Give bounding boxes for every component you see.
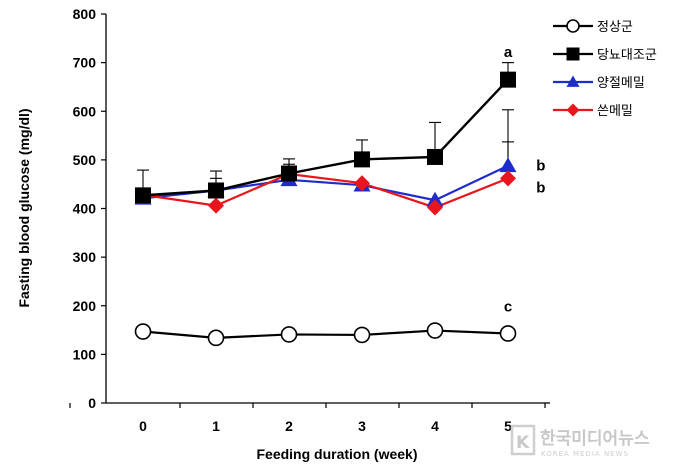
y-tick-label: 700 [73, 55, 97, 71]
y-tick-label: 300 [73, 249, 97, 265]
x-tick-label: 0 [139, 418, 147, 434]
x-tick-label: 1 [212, 418, 220, 434]
series-lines [142, 78, 509, 339]
watermark-logo-letter: K [516, 433, 530, 453]
data-point-marker [354, 175, 370, 192]
watermark-subtext: KOREA MEDIA NEWS [541, 450, 629, 458]
error-bars [137, 62, 514, 196]
data-point-marker [427, 148, 443, 165]
data-point-marker [427, 199, 443, 216]
data-point-marker [499, 157, 517, 173]
y-tick-label: 100 [73, 346, 97, 362]
legend-marker [566, 75, 580, 87]
data-point-marker [208, 197, 224, 214]
significance-letter: b [536, 158, 545, 175]
legend-label: 쓴메밀 [597, 104, 633, 119]
series-line [142, 164, 509, 202]
data-point-marker [280, 326, 298, 343]
x-tick-label: 2 [285, 418, 293, 434]
y-tick-label: 400 [73, 201, 97, 217]
data-point-marker [207, 329, 225, 347]
data-point-marker [500, 170, 516, 187]
data-point-marker [426, 191, 444, 207]
axes: 0 100 200 300 400 500 600 700 800 0 1 2 3 4 5 Feeding d… [16, 6, 550, 462]
series-line [142, 78, 509, 197]
x-tick-label: 5 [504, 418, 512, 434]
legend-label: 당뇨대조군 [597, 48, 657, 63]
y-tick-label: 500 [73, 152, 97, 168]
legend-marker [566, 103, 580, 117]
data-point-marker [208, 182, 224, 199]
data-point-marker [135, 187, 151, 204]
series-line [142, 172, 509, 209]
y-tick-label: 800 [73, 6, 97, 22]
data-point-marker [354, 151, 370, 168]
data-point-marker [281, 165, 297, 182]
x-tick-label: 4 [431, 418, 439, 434]
y-tick-label: 0 [88, 395, 96, 411]
significance-letter: a [504, 44, 513, 61]
y-tick-label: 200 [73, 298, 97, 314]
legend-label: 정상군 [597, 20, 633, 35]
data-point-marker [134, 323, 152, 340]
x-tick-label: 3 [358, 418, 366, 434]
legend-marker [566, 19, 580, 33]
watermark-logo [510, 424, 536, 456]
y-axis-title: Fasting blood glucose (mg/dl) [16, 108, 32, 307]
series-line [142, 329, 509, 339]
significance-letter: b [536, 180, 545, 197]
significance-letter: c [504, 299, 512, 316]
series-markers [134, 71, 517, 347]
legend-marker [566, 47, 580, 61]
data-point-marker [499, 325, 517, 342]
significance-annotations: a bb c [504, 44, 546, 316]
x-axis-title: Feeding duration (week) [256, 446, 417, 462]
watermark-text: 한국미디어뉴스 [540, 429, 650, 449]
legend-label: 양절메밀 [597, 76, 645, 91]
data-point-marker [426, 322, 444, 339]
y-tick-label: 600 [73, 103, 97, 119]
data-point-marker [500, 71, 516, 88]
data-point-marker [353, 326, 371, 344]
